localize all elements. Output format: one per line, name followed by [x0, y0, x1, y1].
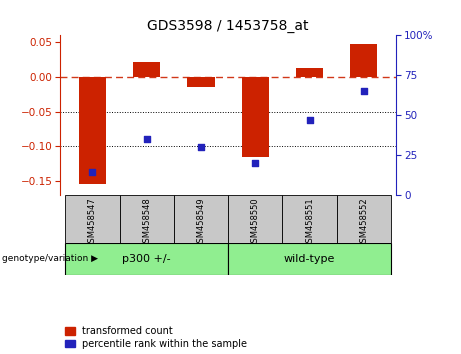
Bar [283, 195, 337, 242]
Bar [350, 44, 378, 77]
Text: GSM458551: GSM458551 [305, 197, 314, 248]
Bar [65, 195, 120, 242]
Text: GSM458548: GSM458548 [142, 197, 151, 248]
Point [360, 88, 367, 94]
Bar [296, 68, 323, 77]
Text: wild-type: wild-type [284, 253, 335, 264]
Point [89, 170, 96, 175]
Bar [120, 195, 174, 242]
Text: GSM458549: GSM458549 [196, 197, 206, 248]
Point [252, 160, 259, 166]
Legend: transformed count, percentile rank within the sample: transformed count, percentile rank withi… [65, 326, 247, 349]
Bar [174, 195, 228, 242]
Bar [79, 77, 106, 184]
Title: GDS3598 / 1453758_at: GDS3598 / 1453758_at [148, 19, 309, 33]
Bar [242, 77, 269, 157]
Point [306, 117, 313, 123]
Text: GSM458550: GSM458550 [251, 197, 260, 248]
Text: p300 +/-: p300 +/- [123, 253, 171, 264]
Bar [228, 242, 391, 274]
Text: genotype/variation ▶: genotype/variation ▶ [2, 254, 98, 263]
Bar [133, 62, 160, 77]
Point [143, 136, 150, 142]
Text: GSM458552: GSM458552 [360, 197, 368, 248]
Text: GSM458547: GSM458547 [88, 197, 97, 248]
Bar [188, 77, 215, 87]
Bar [228, 195, 283, 242]
Point [197, 144, 205, 150]
Bar [337, 195, 391, 242]
Bar [65, 242, 228, 274]
